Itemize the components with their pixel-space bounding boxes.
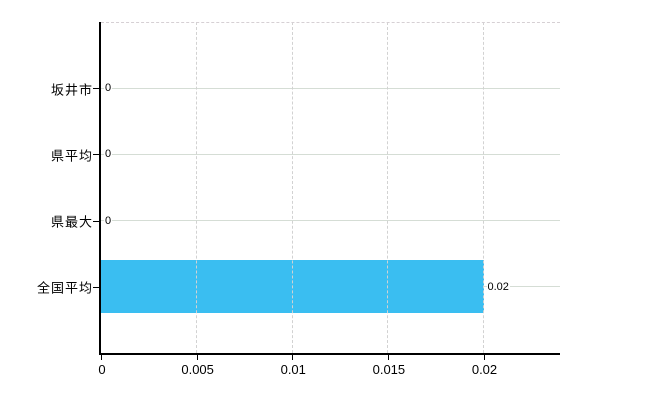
category-label-0: 坂井市: [50, 82, 93, 98]
x-tick-mark: [196, 355, 198, 360]
value-label: 0: [104, 147, 113, 162]
x-tick-label: 0: [98, 362, 106, 377]
x-tick-label: 0.015: [372, 362, 406, 377]
v-gridline: [291, 22, 293, 353]
x-tick-mark: [387, 355, 389, 360]
plot-top-border: [101, 22, 560, 23]
y-axis-line: [99, 22, 101, 354]
v-gridline: [387, 22, 389, 353]
value-label: 0: [104, 81, 113, 96]
x-tick-mark: [292, 355, 294, 360]
x-tick-mark: [101, 355, 102, 360]
plot-area: [101, 22, 560, 353]
v-gridline: [483, 22, 484, 353]
x-tick-label: 0.02: [471, 362, 498, 377]
x-tick-mark: [483, 355, 485, 360]
h-gridline: [101, 87, 560, 89]
h-gridline: [101, 153, 560, 155]
value-label: 0.02: [486, 279, 510, 294]
value-label: 0: [104, 213, 113, 228]
category-label-2: 県最大: [50, 214, 93, 230]
x-tick-label: 0.005: [181, 362, 214, 377]
y-tick-mark: [93, 88, 99, 90]
y-tick-mark: [93, 220, 99, 222]
x-axis-line: [99, 353, 560, 355]
category-label-1: 県平均: [50, 148, 93, 164]
v-gridline: [196, 22, 198, 353]
x-tick-label: 0.01: [280, 362, 306, 377]
h-gridline: [101, 220, 560, 222]
y-tick-mark: [93, 286, 99, 288]
y-tick-mark: [93, 154, 99, 156]
category-label-3: 全国平均: [36, 280, 93, 296]
